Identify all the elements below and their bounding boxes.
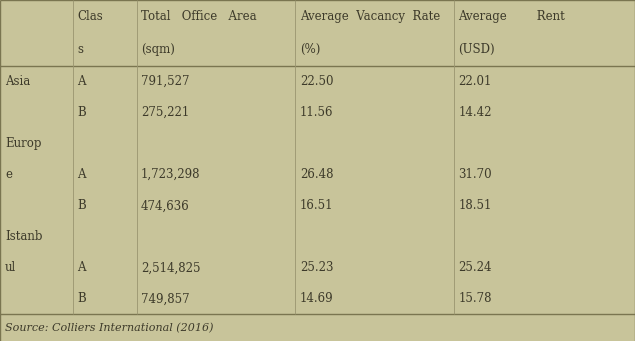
Text: (USD): (USD) xyxy=(458,43,495,56)
Text: (%): (%) xyxy=(300,43,320,56)
Text: A: A xyxy=(77,261,86,275)
Text: 11.56: 11.56 xyxy=(300,106,333,119)
Text: 1,723,298: 1,723,298 xyxy=(141,168,201,181)
Text: 14.42: 14.42 xyxy=(458,106,492,119)
Text: B: B xyxy=(77,106,86,119)
Text: Istanb: Istanb xyxy=(5,230,43,243)
Text: B: B xyxy=(77,199,86,212)
Text: Source: Colliers International (2016): Source: Colliers International (2016) xyxy=(5,323,213,333)
Text: 22.50: 22.50 xyxy=(300,75,333,88)
Text: 25.23: 25.23 xyxy=(300,261,333,275)
Text: 474,636: 474,636 xyxy=(141,199,190,212)
Text: 26.48: 26.48 xyxy=(300,168,333,181)
Text: 15.78: 15.78 xyxy=(458,292,492,306)
Text: 22.01: 22.01 xyxy=(458,75,492,88)
Text: A: A xyxy=(77,75,86,88)
Text: B: B xyxy=(77,292,86,306)
Text: (sqm): (sqm) xyxy=(141,43,175,56)
Text: e: e xyxy=(5,168,12,181)
Text: Total   Office   Area: Total Office Area xyxy=(141,10,257,23)
Text: 14.69: 14.69 xyxy=(300,292,333,306)
Text: Average  Vacancy  Rate: Average Vacancy Rate xyxy=(300,10,440,23)
Text: 749,857: 749,857 xyxy=(141,292,190,306)
Text: 18.51: 18.51 xyxy=(458,199,492,212)
Text: Average        Rent: Average Rent xyxy=(458,10,565,23)
Text: Asia: Asia xyxy=(5,75,30,88)
Text: 275,221: 275,221 xyxy=(141,106,189,119)
Text: 2,514,825: 2,514,825 xyxy=(141,261,201,275)
Text: 25.24: 25.24 xyxy=(458,261,492,275)
Text: A: A xyxy=(77,168,86,181)
Text: ul: ul xyxy=(5,261,17,275)
Text: s: s xyxy=(77,43,83,56)
Text: Europ: Europ xyxy=(5,137,41,150)
Text: Clas: Clas xyxy=(77,10,104,23)
Text: 791,527: 791,527 xyxy=(141,75,189,88)
Text: 31.70: 31.70 xyxy=(458,168,492,181)
Text: 16.51: 16.51 xyxy=(300,199,333,212)
